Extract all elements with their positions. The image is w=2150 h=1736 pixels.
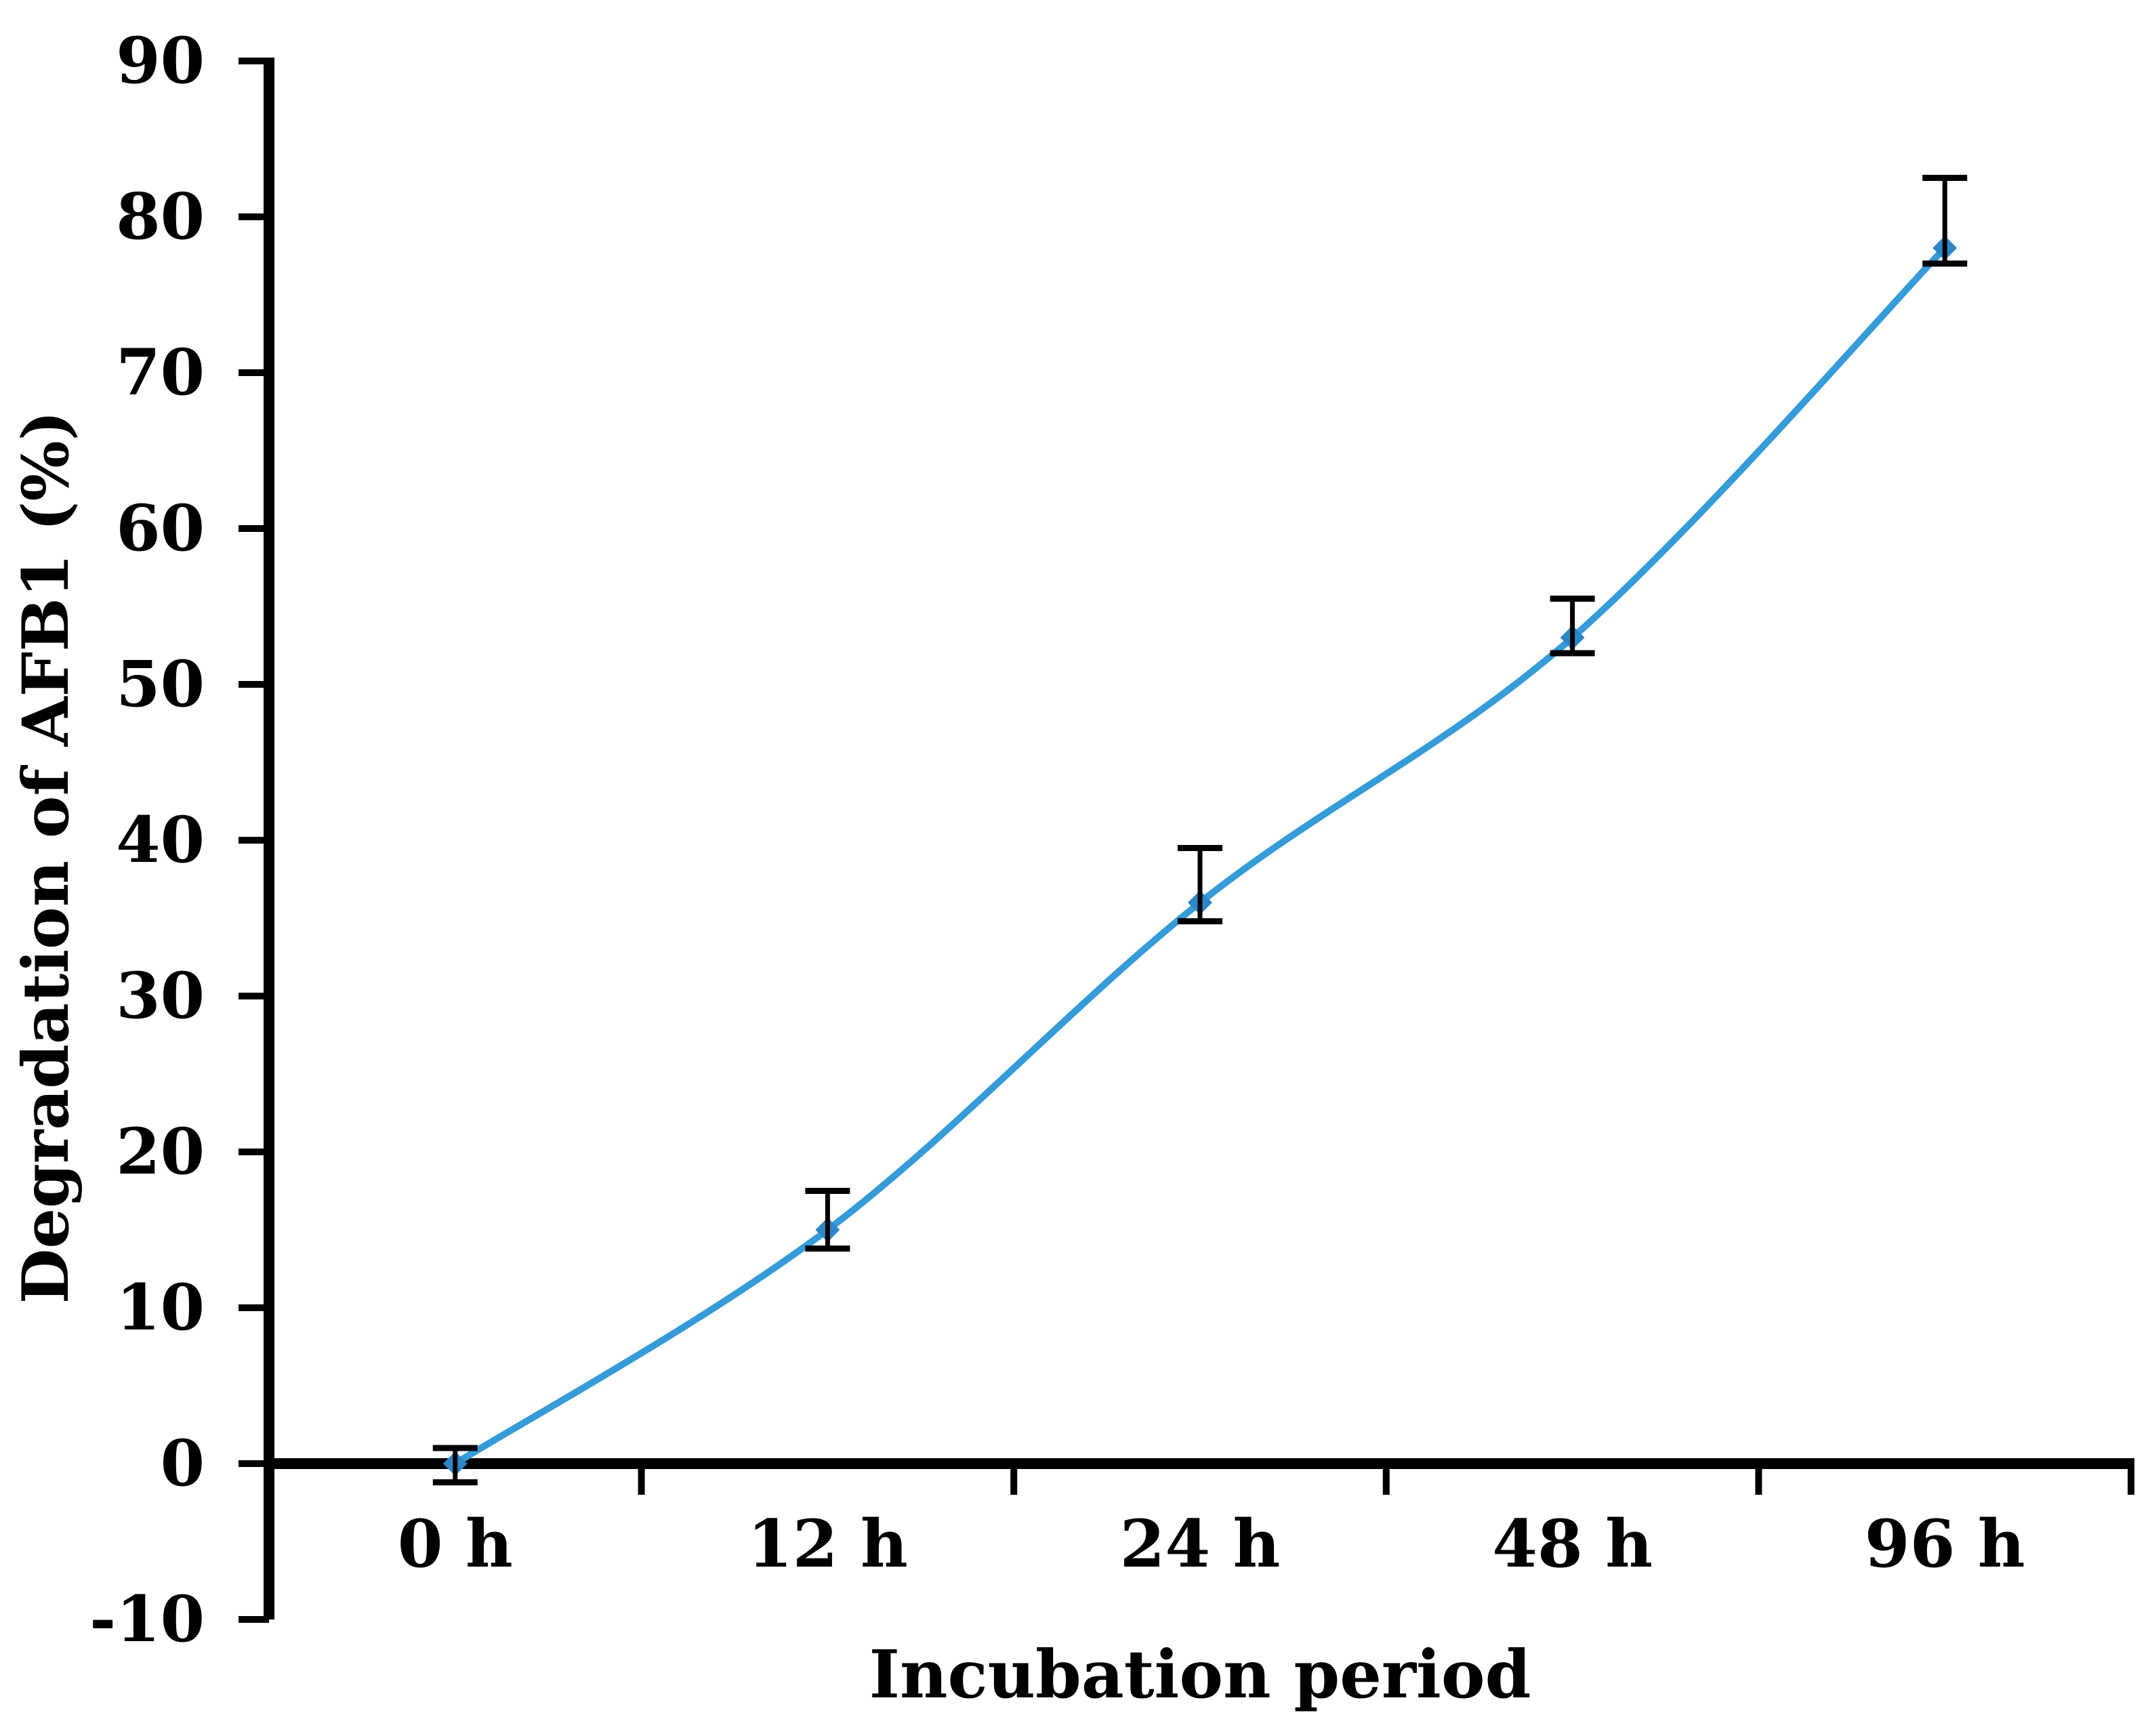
- y-tick-label: 30: [116, 959, 205, 1033]
- x-category-label: 12 h: [747, 1506, 908, 1582]
- plot-area: 90 80 70 60 50 40 30 20 10 0 -10 0 h 12 h 24 h 48 h 96 …: [89, 24, 2134, 1657]
- x-axis-title: Incubation period: [869, 1636, 1531, 1713]
- y-tick-label: 70: [116, 335, 205, 410]
- y-tick-label: 80: [116, 180, 205, 254]
- y-tick-label: 90: [116, 24, 205, 98]
- y-tick-label: 40: [116, 803, 205, 877]
- x-category-label: 24 h: [1120, 1506, 1281, 1582]
- y-tick-label: -10: [89, 1582, 205, 1657]
- y-tick-label: 50: [116, 647, 205, 722]
- x-category-label: 48 h: [1492, 1506, 1653, 1582]
- y-axis-title: Degradation of AFB1 (%): [9, 411, 83, 1304]
- y-tick-label: 60: [116, 491, 205, 566]
- y-tick-label: 10: [116, 1270, 205, 1345]
- y-tick-label: 20: [116, 1115, 205, 1189]
- y-tick-label: 0: [161, 1426, 205, 1501]
- x-category-label: 96 h: [1865, 1506, 2025, 1582]
- x-category-label: 0 h: [398, 1506, 513, 1582]
